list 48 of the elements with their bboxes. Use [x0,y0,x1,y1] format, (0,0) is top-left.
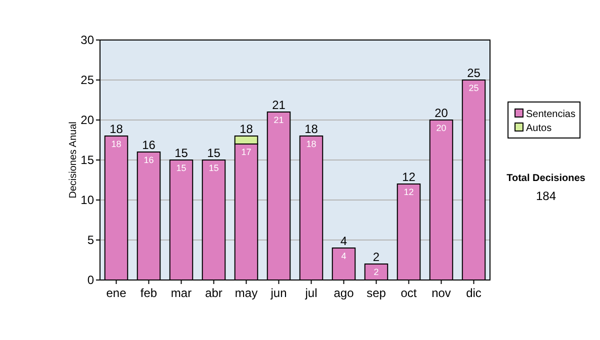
total-label: 18 [304,122,318,136]
y-tick-label: 0 [87,273,94,287]
x-tick-label: may [234,286,258,300]
data-label: 2 [374,267,379,277]
data-label: 17 [241,147,252,157]
y-tick-label: 5 [87,233,94,247]
data-label: 25 [468,83,479,93]
x-tick-label: feb [140,286,158,300]
x-tick-label: jul [304,286,318,300]
legend-label: Sentencias [526,109,576,120]
x-tick-label: nov [432,286,451,300]
x-tick-label: oct [400,286,418,300]
total-label: 18 [110,122,124,136]
x-tick-label: jun [270,286,287,300]
data-label: 18 [111,139,122,149]
y-tick-label: 20 [80,113,94,127]
data-label: 21 [274,115,284,125]
total-label: 2 [372,250,380,264]
data-label: 16 [144,155,154,165]
total-label: 18 [240,122,254,136]
y-tick-label: 25 [80,73,94,87]
text: Total Decisiones [506,173,586,184]
y-tick-label: 15 [80,153,94,167]
y-tick-label: 30 [80,33,94,47]
x-tick-label: abr [205,286,222,300]
total-label: 15 [207,146,221,160]
x-tick-label: sep [366,286,386,300]
y-axis-title: Decisiones Anual [68,122,79,198]
x-tick-label: dic [466,286,482,300]
data-label: 12 [404,187,414,197]
x-tick-label: mar [170,286,192,300]
total-label: 15 [174,146,188,160]
legend-label: Autos [526,123,552,134]
x-tick-label: ago [334,286,354,300]
data-label: 15 [208,163,219,173]
total-label: 4 [340,234,348,248]
text: 184 [536,189,556,203]
total-label: 16 [142,138,156,152]
total-label: 21 [272,98,286,112]
data-label: 4 [341,251,346,261]
total-label: 12 [402,170,416,184]
data-label: 20 [436,123,446,133]
x-tick-label: ene [106,286,127,300]
total-label: 25 [467,66,481,80]
data-label: 18 [306,139,316,149]
total-label: 20 [434,106,448,120]
data-label: 15 [176,163,186,173]
y-tick-label: 10 [80,193,94,207]
